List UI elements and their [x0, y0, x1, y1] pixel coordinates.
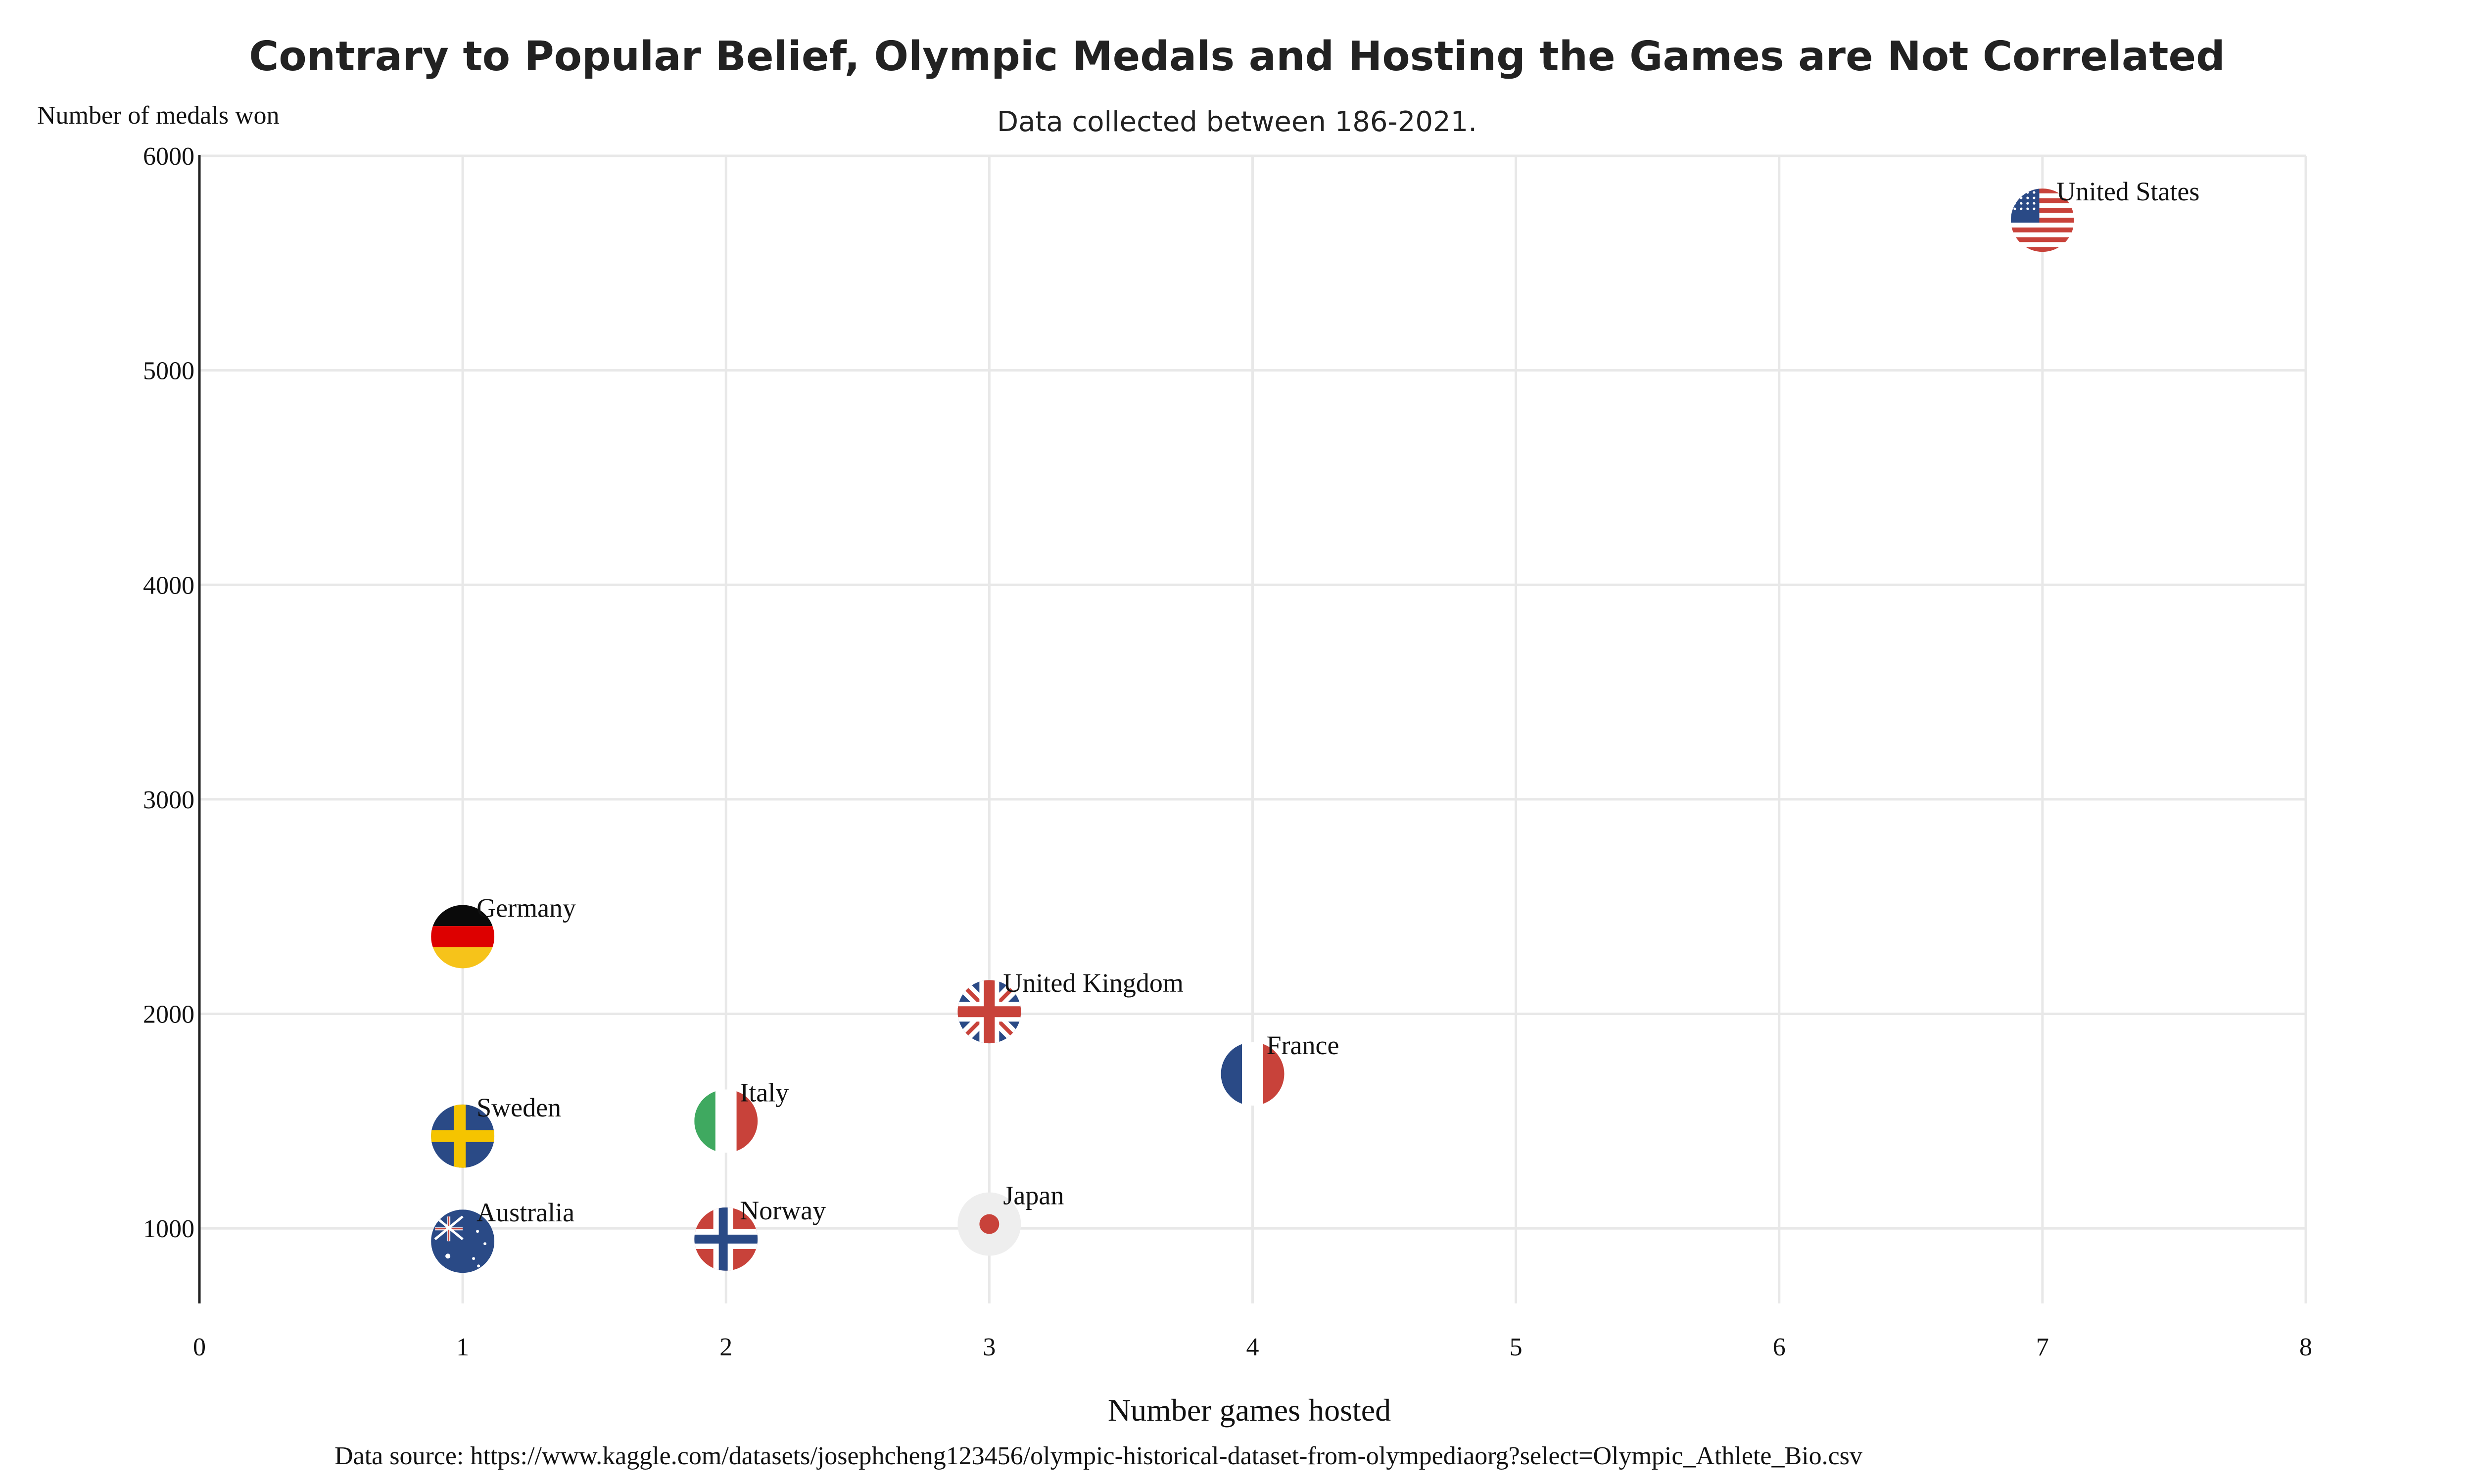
x-tick-label: 6 — [1773, 1333, 1786, 1361]
data-point: Australia — [431, 1198, 574, 1273]
data-point: United Kingdom — [957, 968, 1184, 1044]
y-tick-label: 4000 — [143, 571, 194, 600]
data-point: Norway — [694, 1196, 826, 1271]
x-tick-label: 7 — [2036, 1333, 2049, 1361]
data-points: United States Germany United Kingdom France… — [431, 177, 2199, 1273]
point-label: Norway — [740, 1196, 826, 1225]
data-point: Germany — [431, 893, 576, 969]
chart-title: Contrary to Popular Belief, Olympic Meda… — [249, 33, 2225, 80]
point-label: Japan — [1003, 1181, 1064, 1210]
y-tick-label: 3000 — [143, 786, 194, 814]
y-tick-label: 1000 — [143, 1215, 194, 1243]
y-tick-label: 2000 — [143, 1001, 194, 1029]
x-tick-label: 8 — [2299, 1333, 2312, 1361]
x-tick-label: 2 — [719, 1333, 732, 1361]
data-point: Japan — [957, 1181, 1064, 1256]
point-label: France — [1267, 1030, 1339, 1060]
y-tick-label: 5000 — [143, 357, 194, 385]
data-source-note: Data source: https://www.kaggle.com/data… — [334, 1442, 1862, 1470]
x-tick-label: 5 — [1510, 1333, 1522, 1361]
point-label: Australia — [476, 1198, 574, 1227]
chart-subtitle: Data collected between 186-2021. — [997, 106, 1477, 138]
x-tick-label: 1 — [456, 1333, 469, 1361]
grid — [199, 154, 2307, 1303]
norway-flag-icon — [694, 1207, 758, 1271]
y-tick-label: 6000 — [143, 142, 194, 171]
point-label: Germany — [476, 893, 576, 923]
x-tick-label: 4 — [1246, 1333, 1259, 1361]
us-flag-icon — [2010, 188, 2074, 252]
point-label: United States — [2056, 177, 2199, 206]
data-point: Sweden — [431, 1093, 561, 1168]
japan-flag-icon — [957, 1192, 1021, 1256]
y-axis-label: Number of medals won — [37, 101, 280, 130]
uk-flag-icon — [957, 980, 1021, 1044]
x-tick-label: 3 — [983, 1333, 996, 1361]
sweden-flag-icon — [431, 1104, 495, 1168]
data-point: United States — [2010, 177, 2199, 252]
point-label: Italy — [740, 1077, 789, 1107]
x-axis-label: Number games hosted — [1108, 1392, 1391, 1428]
point-label: Sweden — [476, 1093, 561, 1122]
x-tick-label: 0 — [193, 1333, 206, 1361]
data-point: Italy — [694, 1077, 789, 1153]
australia-flag-icon — [431, 1209, 495, 1273]
italy-flag-icon — [694, 1089, 758, 1153]
point-label: United Kingdom — [1003, 968, 1183, 998]
axes: 0 1 2 3 4 5 6 7 8 1000 2000 3000 4000 5000 6000 — [143, 142, 2312, 1361]
data-point: France — [1221, 1030, 1339, 1106]
